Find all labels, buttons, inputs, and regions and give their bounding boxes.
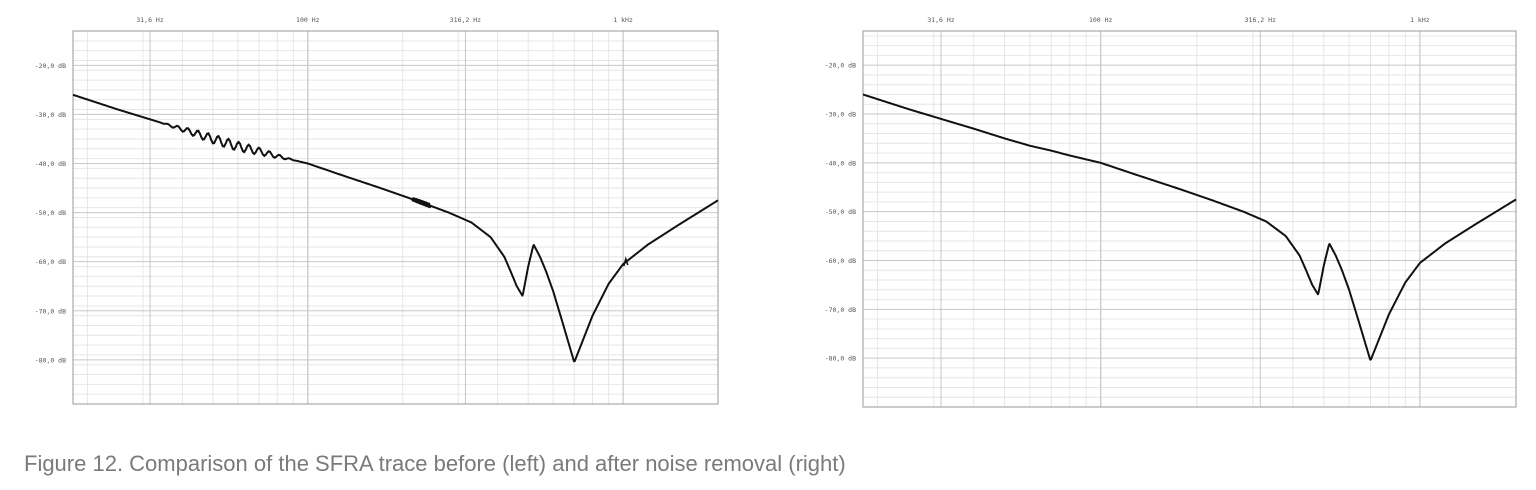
x-tick-label: 1 kHz <box>613 16 633 24</box>
sfra-trace <box>72 93 719 363</box>
y-tick-label: -40,0 dB <box>825 159 856 167</box>
y-tick-label: -20,0 dB <box>35 62 66 70</box>
y-tick-label: -30,0 dB <box>825 111 856 119</box>
y-tick-label: -30,0 dB <box>35 111 66 119</box>
grid-minor <box>73 30 718 405</box>
grid-major <box>863 31 1516 407</box>
plot-frame <box>862 30 1517 408</box>
y-tick-label: -80,0 dB <box>35 356 66 364</box>
sfra-trace <box>862 93 1517 361</box>
grid-major <box>73 31 718 404</box>
y-tick-label: -40,0 dB <box>35 160 66 168</box>
x-tick-label: 316,2 Hz <box>1245 16 1276 24</box>
y-tick-label: -80,0 dB <box>825 355 856 363</box>
grid-minor <box>863 31 1516 407</box>
plot-frame <box>72 30 719 405</box>
y-tick-label: -60,0 dB <box>35 258 66 266</box>
y-tick-label: -50,0 dB <box>825 208 856 216</box>
x-tick-label: 31,6 Hz <box>927 16 954 24</box>
figure-caption: Figure 12. Comparison of the SFRA trace … <box>24 451 846 476</box>
x-tick-label: 316,2 Hz <box>450 16 481 24</box>
y-tick-label: -70,0 dB <box>35 307 66 315</box>
y-tick-label: -70,0 dB <box>825 306 856 314</box>
chart-right: 31,6 Hz 100 Hz 316,2 Hz 1 kHz -20,0 dB -30,0 … <box>790 0 1520 420</box>
y-tick-label: -50,0 dB <box>35 209 66 217</box>
x-tick-label: 100 Hz <box>1089 16 1113 24</box>
x-tick-label: 1 kHz <box>1410 16 1430 24</box>
sfra-chart-before: 31,6 Hz 100 Hz 316,2 Hz 1 kHz -20,0 dB -30,0 … <box>35 16 719 405</box>
chart-left: 31,6 Hz 100 Hz 316,2 Hz 1 kHz -20,0 dB -30,0 … <box>0 0 730 420</box>
x-tick-label: 31,6 Hz <box>136 16 163 24</box>
y-tick-label: -60,0 dB <box>825 257 856 265</box>
y-tick-label: -20,0 dB <box>825 62 856 70</box>
trace-glitch <box>623 256 629 267</box>
x-tick-label: 100 Hz <box>296 16 320 24</box>
sfra-chart-after: 31,6 Hz 100 Hz 316,2 Hz 1 kHz -20,0 dB -30,0 … <box>825 16 1517 408</box>
